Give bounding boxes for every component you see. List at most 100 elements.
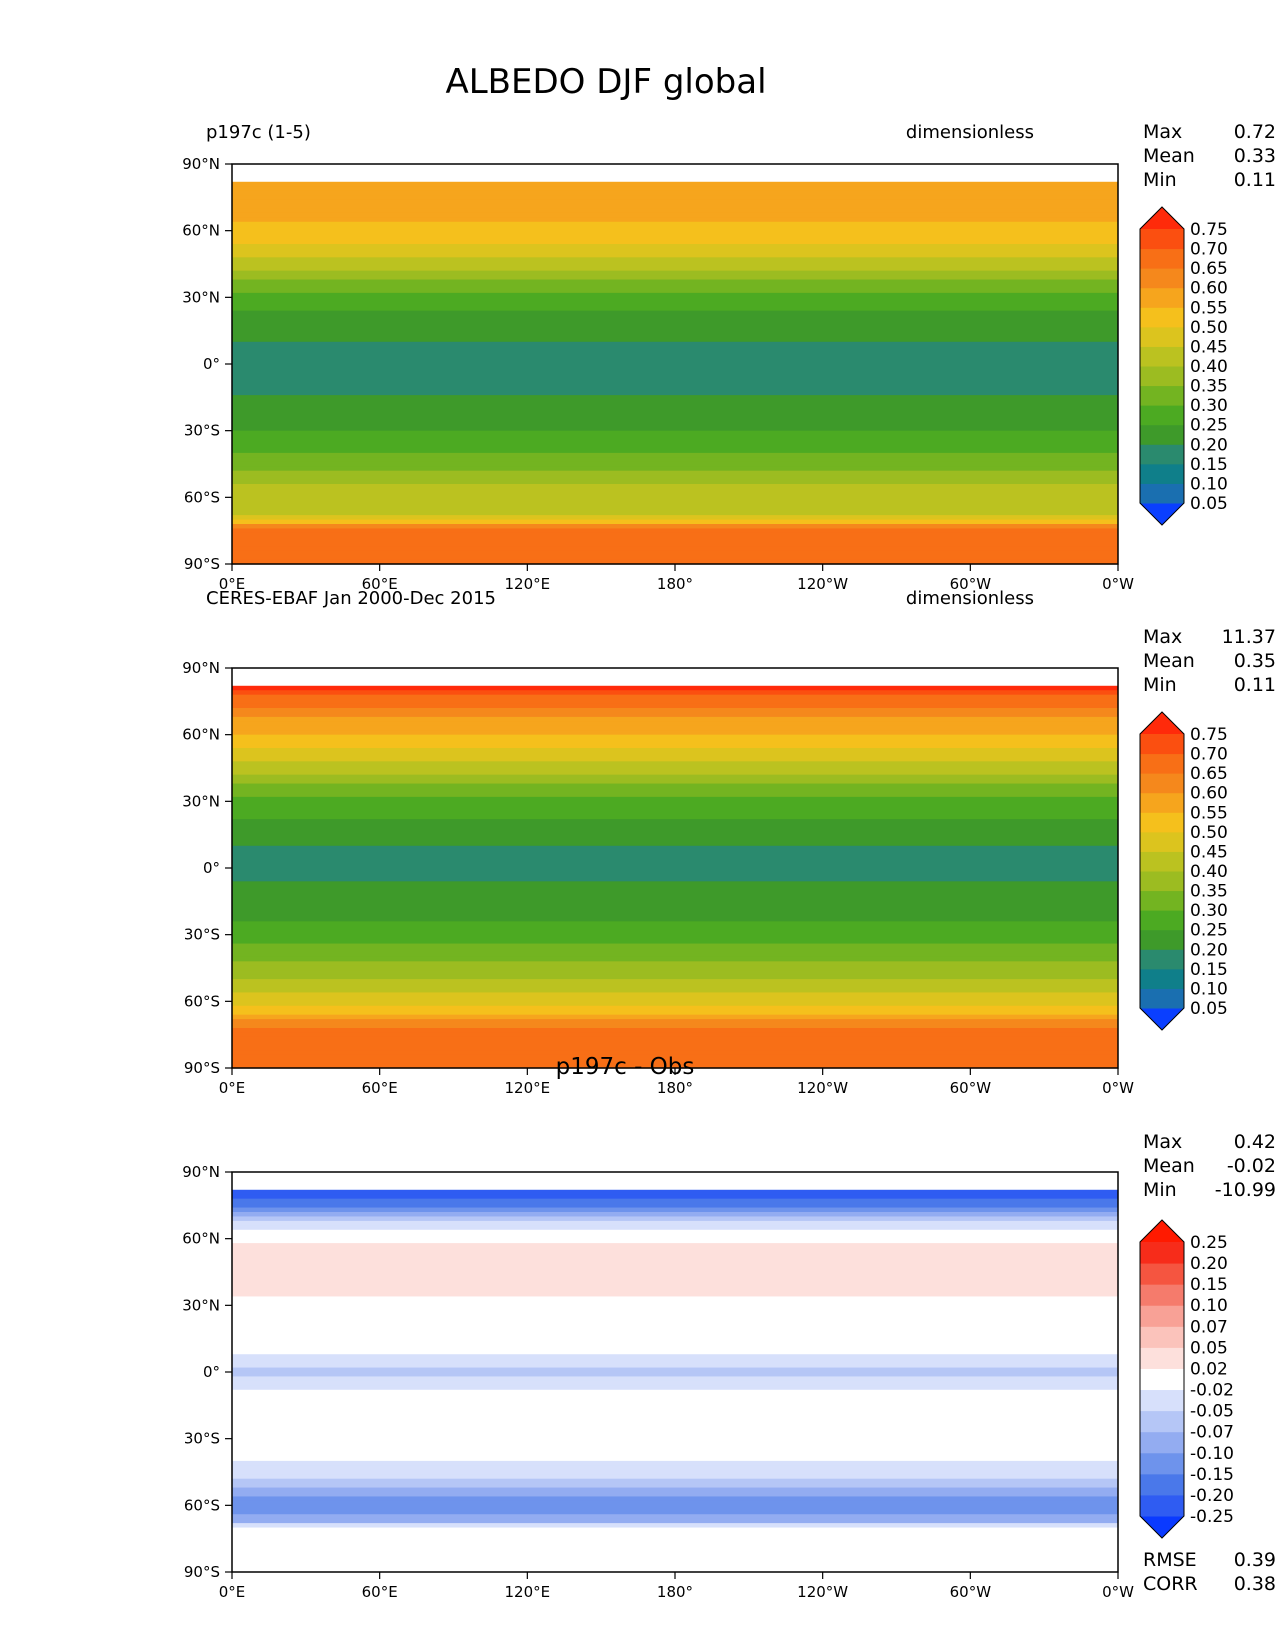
map-band <box>232 725 1118 731</box>
map-band <box>232 315 1118 321</box>
map-band <box>232 1385 1118 1391</box>
colorbar-tick-label: 0.50 <box>1190 823 1228 843</box>
y-tick-label: 90°N <box>182 659 220 677</box>
y-tick-label: 30°S <box>184 926 220 944</box>
colorbar-tick-label: -0.15 <box>1190 1465 1234 1485</box>
map-band <box>232 685 1118 691</box>
colorbar-segment <box>1140 910 1184 931</box>
colorbar-extend-min <box>1140 1008 1184 1030</box>
map-band <box>232 555 1118 561</box>
map-band <box>232 1487 1118 1493</box>
map-band <box>232 1532 1118 1538</box>
colorbar-tick-label: 0.30 <box>1190 396 1228 416</box>
colorbar-segment <box>1140 405 1184 426</box>
map-band <box>232 328 1118 334</box>
y-tick-label: 30°S <box>184 422 220 440</box>
map-band <box>232 850 1118 856</box>
map-band <box>232 341 1118 347</box>
colorbar-tick-label: 0.15 <box>1190 960 1228 980</box>
map-band <box>232 195 1118 201</box>
map-band <box>232 1443 1118 1449</box>
map-band <box>232 1376 1118 1382</box>
map-band <box>232 550 1118 556</box>
panel-left-title: p197c (1-5) <box>206 122 311 143</box>
map-band <box>232 1349 1118 1355</box>
colorbar: -0.25-0.20-0.15-0.10-0.07-0.05-0.020.020… <box>1139 1219 1234 1539</box>
colorbar-tick-label: 0.15 <box>1190 1275 1228 1295</box>
stat-label: Min <box>1143 1179 1177 1201</box>
map-band <box>232 1363 1118 1369</box>
colorbar-outline <box>1139 1219 1185 1539</box>
map-band <box>232 854 1118 860</box>
map-band <box>232 275 1118 281</box>
map-band <box>232 1492 1118 1498</box>
colorbar-tick-label: 0.75 <box>1190 220 1228 240</box>
map-band <box>232 930 1118 936</box>
stat-value: -0.02 <box>1227 1155 1275 1177</box>
map-band <box>232 172 1118 178</box>
colorbar-segment <box>1140 1431 1184 1454</box>
colorbar-tick-label: 0.25 <box>1190 416 1228 436</box>
map-band <box>232 1296 1118 1302</box>
colorbar-segment <box>1140 1263 1184 1285</box>
colorbar-segment <box>1140 248 1184 269</box>
map-band <box>232 676 1118 682</box>
map-band <box>232 310 1118 316</box>
colorbar-segment <box>1140 753 1184 774</box>
colorbar-tick-label: 0.20 <box>1190 940 1228 960</box>
map-band <box>232 395 1118 401</box>
map-band <box>232 1189 1118 1195</box>
map-band <box>232 235 1118 241</box>
colorbar-tick-label: 0.70 <box>1190 240 1228 260</box>
map-band <box>232 266 1118 272</box>
stats-box: Max 0.42 Mean -0.02 Min -10.99 <box>1143 1131 1275 1201</box>
map-band <box>232 1274 1118 1280</box>
colorbar-tick-label: 0.65 <box>1190 259 1228 279</box>
map-band <box>232 452 1118 458</box>
map-band <box>232 961 1118 967</box>
map-band <box>232 774 1118 780</box>
map-band <box>232 1229 1118 1235</box>
map-band <box>232 1358 1118 1364</box>
map-band <box>232 1505 1118 1511</box>
colorbar-segment <box>1140 734 1184 755</box>
y-tick-label: 60°S <box>184 992 220 1010</box>
map-band <box>232 257 1118 263</box>
map-band <box>232 1234 1118 1240</box>
colorbar-segment <box>1140 1452 1184 1475</box>
x-tick-label: 180° <box>657 1079 693 1097</box>
map-band <box>232 1212 1118 1218</box>
map-band <box>232 810 1118 816</box>
map-band <box>232 461 1118 467</box>
colorbar-segment <box>1140 1242 1184 1264</box>
map-band <box>232 770 1118 776</box>
x-axis: 0°E 60°E 120°E 180° 120°W 60°W 0°W <box>219 1068 1134 1097</box>
map-band <box>232 1460 1118 1466</box>
colorbar-tick-label: 0.60 <box>1190 279 1228 299</box>
map-band <box>232 1465 1118 1471</box>
map-band <box>232 1252 1118 1258</box>
x-tick-label: 180° <box>657 1583 693 1601</box>
map-band <box>232 672 1118 678</box>
map-band <box>232 408 1118 414</box>
map-band <box>232 1420 1118 1426</box>
map-band <box>232 1172 1118 1178</box>
map-band <box>232 1225 1118 1231</box>
map-band <box>232 1332 1118 1338</box>
y-tick-label: 30°N <box>182 288 220 306</box>
map-band <box>232 519 1118 525</box>
map-band <box>232 721 1118 727</box>
colorbar-segment <box>1140 851 1184 872</box>
map-band <box>232 859 1118 865</box>
y-tick-label: 60°S <box>184 1496 220 1514</box>
map-band <box>232 1563 1118 1569</box>
map-band <box>232 1518 1118 1524</box>
map-band <box>232 1309 1118 1315</box>
map-band <box>232 1549 1118 1555</box>
colorbar-tick-label: 0.05 <box>1190 494 1228 514</box>
y-tick-label: 0° <box>203 355 220 373</box>
y-tick-label: 90°S <box>184 555 220 573</box>
map-band <box>232 488 1118 494</box>
map-band <box>232 435 1118 441</box>
map-band <box>232 1469 1118 1475</box>
